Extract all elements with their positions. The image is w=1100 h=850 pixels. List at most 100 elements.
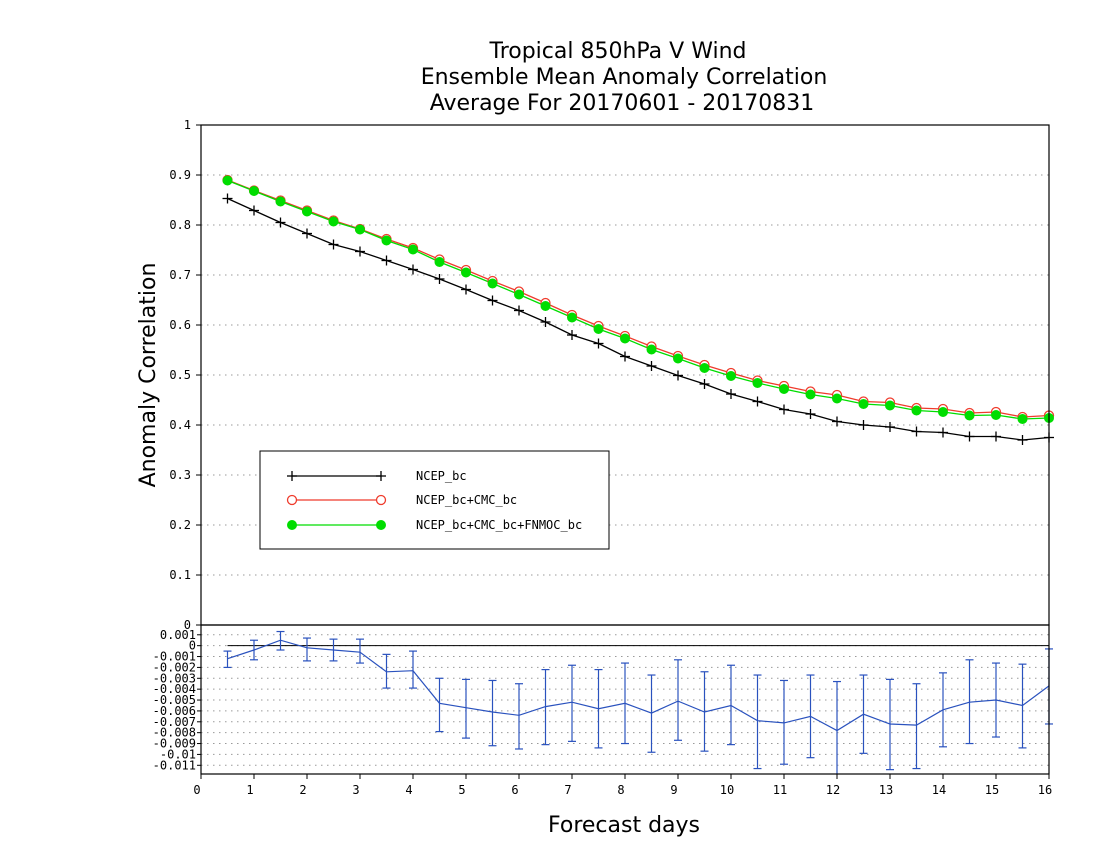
y-tick-label: 0.8 bbox=[169, 218, 191, 232]
series-point-plus bbox=[381, 255, 392, 266]
series-point-plus bbox=[461, 284, 471, 295]
error-bar bbox=[912, 683, 921, 770]
series-point-plus bbox=[302, 228, 312, 239]
series-point-plus bbox=[1017, 435, 1028, 445]
series-point-filled-circle bbox=[779, 384, 789, 394]
chart-title-line-1: Tropical 850hPa V Wind bbox=[488, 39, 746, 64]
x-tick-label: 5 bbox=[458, 783, 465, 797]
series-point-plus bbox=[355, 246, 365, 257]
x-tick-label: 11 bbox=[773, 783, 787, 797]
series-point-filled-circle bbox=[434, 257, 445, 267]
series-point-filled-circle bbox=[381, 235, 392, 246]
series-point-filled-circle bbox=[514, 289, 524, 300]
error-bar bbox=[409, 650, 417, 689]
series-point-plus bbox=[275, 217, 286, 228]
legend: NCEP_bc NCEP_bc+CMC_bc NCEP_bc+CMC_bc+FNMO… bbox=[259, 450, 610, 550]
series-point-plus bbox=[885, 422, 895, 432]
series-point-plus bbox=[938, 427, 948, 438]
x-tick-label: 12 bbox=[826, 783, 840, 797]
series-point-filled-circle bbox=[275, 196, 286, 207]
series-point-filled-circle bbox=[355, 224, 365, 235]
y-tick-label: 0.2 bbox=[169, 518, 191, 532]
series-point-filled-circle bbox=[726, 371, 736, 381]
diff-y-tick-label: -0.004 bbox=[153, 682, 196, 696]
main-series bbox=[222, 174, 1055, 445]
y-tick-label: 1 bbox=[184, 118, 191, 132]
series-point-plus bbox=[408, 264, 418, 275]
diff-y-tick-label: -0.009 bbox=[153, 737, 196, 751]
error-bar bbox=[568, 664, 576, 742]
y-tick-label: 0 bbox=[184, 618, 191, 632]
x-tick-label: 7 bbox=[564, 783, 571, 797]
chart-title-line-2: Ensemble Mean Anomaly Correlation bbox=[421, 65, 828, 90]
series-point-plus bbox=[858, 420, 869, 430]
x-tick-label: 14 bbox=[932, 783, 946, 797]
legend-marker bbox=[286, 494, 298, 506]
series-point-plus bbox=[911, 426, 922, 437]
main-y-axis-ticks: 0 0.1 0.2 0.3 0.4 0.5 0.6 0.7 0.8 0.9 1 bbox=[169, 118, 201, 632]
series-point-filled-circle bbox=[964, 410, 975, 421]
error-bar bbox=[753, 674, 762, 770]
series-point-filled-circle bbox=[593, 324, 604, 334]
series-point-plus bbox=[434, 274, 445, 284]
series-point-plus bbox=[646, 361, 657, 371]
series-point-filled-circle bbox=[249, 186, 259, 196]
chart-title-line-3: Average For 20170601 - 20170831 bbox=[430, 91, 815, 116]
y-tick-label: 0.1 bbox=[169, 568, 191, 582]
series-point-filled-circle bbox=[752, 378, 763, 388]
x-tick-label: 0 bbox=[193, 783, 200, 797]
series-line-1 bbox=[227, 179, 1050, 418]
error-bar bbox=[674, 659, 682, 741]
series-point-plus bbox=[487, 295, 498, 306]
diff-y-tick-label: -0.001 bbox=[153, 650, 196, 664]
diff-y-tick-label: -0.002 bbox=[153, 660, 196, 674]
series-point-plus bbox=[567, 330, 577, 340]
series-point-plus bbox=[964, 431, 975, 442]
series-point-plus bbox=[328, 239, 339, 250]
x-tick-label: 3 bbox=[352, 783, 359, 797]
series-point-filled-circle bbox=[567, 312, 577, 323]
series-point-filled-circle bbox=[328, 216, 339, 227]
legend-label-2: NCEP_bc+CMC_bc+FNMOC_bc bbox=[416, 518, 582, 532]
series-point-filled-circle bbox=[620, 333, 630, 344]
legend-box bbox=[259, 450, 610, 550]
y-tick-label: 0.5 bbox=[169, 368, 191, 382]
diff-y-tick-label: -0.005 bbox=[153, 693, 196, 707]
error-bar bbox=[462, 678, 470, 739]
series-point-plus bbox=[832, 416, 842, 427]
y-tick-label: 0.6 bbox=[169, 318, 191, 332]
series-point-plus bbox=[991, 431, 1001, 442]
diff-y-tick-label: 0.001 bbox=[160, 628, 196, 642]
series-point-filled-circle bbox=[487, 278, 498, 289]
series-point-filled-circle bbox=[805, 389, 816, 400]
diff-y-tick-label: -0.003 bbox=[153, 671, 196, 685]
x-tick-label: 2 bbox=[299, 783, 306, 797]
legend-label-1: NCEP_bc+CMC_bc bbox=[416, 493, 517, 507]
series-point-plus bbox=[540, 317, 551, 327]
diff-y-tick-label: -0.01 bbox=[160, 747, 196, 761]
error-bar bbox=[488, 679, 497, 747]
legend-marker bbox=[287, 520, 297, 530]
error-bar bbox=[435, 677, 444, 733]
y-tick-label: 0.3 bbox=[169, 468, 191, 482]
legend-marker bbox=[375, 494, 387, 506]
x-tick-label: 4 bbox=[405, 783, 412, 797]
series-point-filled-circle bbox=[832, 393, 842, 404]
chart-title: Tropical 850hPa V Wind Ensemble Mean Ano… bbox=[421, 39, 828, 116]
difference-line bbox=[227, 639, 1050, 732]
x-tick-label: 16 bbox=[1038, 783, 1052, 797]
series-point-plus bbox=[620, 351, 630, 362]
difference-series bbox=[223, 630, 1053, 774]
error-bar bbox=[223, 650, 232, 669]
series-point-filled-circle bbox=[991, 410, 1001, 420]
error-bar bbox=[303, 637, 311, 662]
series-point-filled-circle bbox=[938, 407, 948, 417]
series-point-filled-circle bbox=[699, 363, 710, 373]
series-point-plus bbox=[726, 389, 736, 399]
series-point-filled-circle bbox=[646, 344, 657, 355]
diff-y-tick-label: -0.008 bbox=[153, 726, 196, 740]
series-point-filled-circle bbox=[461, 267, 471, 278]
series-point-filled-circle bbox=[673, 353, 683, 364]
series-point-plus bbox=[222, 193, 233, 204]
